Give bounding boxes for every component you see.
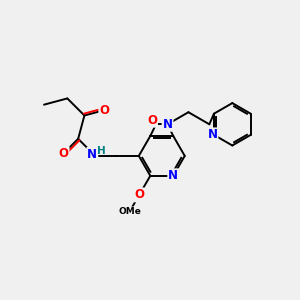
Text: O: O	[134, 188, 144, 201]
Text: O: O	[58, 147, 69, 160]
Text: N: N	[208, 128, 218, 141]
Text: N: N	[87, 148, 97, 161]
Text: O: O	[99, 104, 109, 117]
Text: N: N	[168, 169, 178, 182]
Text: O: O	[147, 114, 157, 127]
Text: N: N	[163, 118, 172, 131]
Text: OMe: OMe	[118, 207, 141, 216]
Text: H: H	[97, 146, 106, 156]
